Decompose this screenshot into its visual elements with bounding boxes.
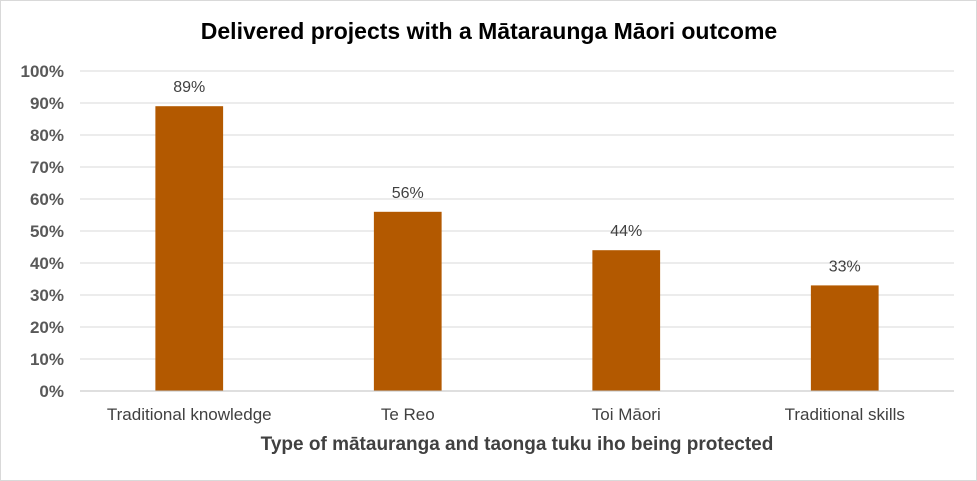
x-tick-label: Traditional knowledge: [107, 405, 272, 424]
y-tick-label: 40%: [30, 254, 64, 273]
y-tick-label: 60%: [30, 190, 64, 209]
data-label: 89%: [173, 79, 205, 96]
y-tick-label: 30%: [30, 286, 64, 305]
x-tick-label: Toi Māori: [592, 405, 661, 424]
y-tick-label: 50%: [30, 222, 64, 241]
chart-title: Delivered projects with a Mātaraunga Māo…: [201, 18, 777, 44]
y-tick-label: 90%: [30, 94, 64, 113]
bar: [373, 211, 442, 391]
x-axis-title: Type of mātauranga and taonga tuku iho b…: [261, 434, 774, 455]
bars: [155, 106, 879, 391]
bar: [810, 285, 879, 391]
bar: [592, 250, 661, 391]
y-tick-label: 100%: [21, 62, 64, 81]
y-tick-label: 10%: [30, 350, 64, 369]
data-label: 56%: [392, 185, 424, 202]
gridlines: [80, 70, 954, 360]
y-tick-label: 70%: [30, 158, 64, 177]
y-tick-label: 0%: [39, 382, 64, 401]
y-tick-label: 80%: [30, 126, 64, 145]
data-label: 44%: [610, 223, 642, 240]
bar: [155, 106, 224, 391]
data-labels: 89% 56% 44% 33%: [173, 79, 861, 275]
x-tick-label: Te Reo: [381, 405, 435, 424]
y-tick-label: 20%: [30, 318, 64, 337]
data-label: 33%: [829, 258, 861, 275]
y-axis-ticks: 0% 10% 20% 30% 40% 50% 60% 70% 80% 90% 100%: [21, 62, 64, 401]
x-tick-label: Traditional skills: [785, 405, 905, 424]
x-axis-ticks: Traditional knowledge Te Reo Toi Māori Trad…: [107, 405, 905, 424]
